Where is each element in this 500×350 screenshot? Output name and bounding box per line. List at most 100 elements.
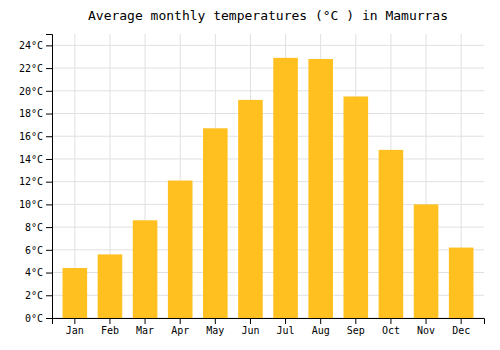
tick-label: 10°C — [19, 199, 43, 210]
tick-mark — [355, 318, 356, 324]
tick-label: 12°C — [19, 176, 43, 187]
tick-mark — [46, 91, 52, 92]
tick-mark — [250, 318, 251, 324]
bar — [414, 204, 439, 318]
bar — [308, 59, 333, 318]
tick: 0°C — [25, 313, 52, 324]
tick: 14°C — [19, 154, 52, 165]
tick-label: Mar — [136, 325, 154, 336]
tick-mark — [46, 68, 52, 69]
grid-line — [52, 45, 484, 46]
bar — [63, 268, 88, 318]
tick-label: Dec — [452, 325, 470, 336]
bar — [273, 58, 298, 318]
tick-mark — [180, 318, 181, 324]
tick-label: 0°C — [25, 313, 43, 324]
y-axis: 0°C 2°C 4°C 6°C 8°C 10°C 12°C 14°C 16°C 18°C 20°C 2… — [19, 35, 53, 324]
tick: 8°C — [25, 222, 52, 233]
tick-label: Feb — [101, 325, 119, 336]
tick-label: Oct — [382, 325, 400, 336]
tick: 4°C — [25, 267, 52, 278]
tick-label: Nov — [417, 325, 435, 336]
tick-mark — [46, 250, 52, 251]
grid-line — [52, 113, 484, 114]
bar — [203, 128, 228, 318]
tick: May — [206, 318, 224, 336]
grid-line — [52, 158, 484, 159]
tick-mark — [46, 136, 52, 137]
tick-label: 16°C — [19, 131, 43, 142]
bar — [238, 100, 263, 318]
tick-label: Aug — [312, 325, 330, 336]
tick-mark — [145, 318, 146, 324]
tick: 6°C — [25, 245, 52, 256]
tick: Nov — [417, 318, 435, 336]
tick: 12°C — [19, 176, 52, 187]
grid-line — [52, 68, 484, 69]
tick-mark — [46, 182, 52, 183]
tick: Jun — [241, 318, 259, 336]
grid-line — [52, 136, 484, 137]
tick-mark — [46, 227, 52, 228]
tick-label: Jul — [277, 325, 295, 336]
tick: 22°C — [19, 63, 52, 74]
tick-mark — [215, 318, 216, 324]
tick-mark — [46, 114, 52, 115]
tick-mark — [46, 45, 52, 46]
tick-label: Sep — [347, 325, 365, 336]
tick-mark — [46, 273, 52, 274]
tick-mark — [46, 159, 52, 160]
tick-mark — [46, 318, 52, 319]
bar — [379, 150, 404, 318]
tick-mark — [390, 318, 391, 324]
chart: Jan Feb Mar Apr May Jun Jul Aug Sep Oct Nov Dec 0°C 2… — [0, 0, 500, 350]
tick-label: 20°C — [19, 86, 43, 97]
tick-mark — [46, 204, 52, 205]
grid — [52, 34, 484, 318]
x-axis: Jan Feb Mar Apr May Jun Jul Aug Sep Oct Nov Dec — [53, 318, 485, 336]
plot: Jan Feb Mar Apr May Jun Jul Aug Sep Oct Nov Dec 0°C 2… — [19, 34, 485, 336]
tick: Jan — [66, 318, 84, 336]
tick-label: 4°C — [25, 267, 43, 278]
tick-mark — [461, 318, 462, 324]
tick-mark — [46, 295, 52, 296]
tick: Feb — [101, 318, 119, 336]
tick-label: Jan — [66, 325, 84, 336]
tick-label: 2°C — [25, 290, 43, 301]
tick: 2°C — [25, 290, 52, 301]
tick-mark — [285, 318, 286, 324]
bars — [63, 58, 474, 318]
tick-label: 14°C — [19, 154, 43, 165]
tick: Apr — [171, 318, 189, 336]
axis-line — [53, 319, 485, 325]
tick-label: Apr — [171, 325, 189, 336]
bar — [98, 254, 123, 318]
tick-label: 6°C — [25, 245, 43, 256]
tick: 24°C — [19, 40, 52, 51]
grid-line — [52, 181, 484, 182]
title: Average monthly temperatures (°C ) in Ma… — [88, 8, 448, 23]
tick-label: May — [206, 325, 224, 336]
tick: Sep — [347, 318, 365, 336]
bar — [449, 248, 474, 318]
axis-line — [46, 35, 53, 319]
tick: 10°C — [19, 199, 52, 210]
bar — [133, 220, 158, 318]
tick-mark — [109, 318, 110, 324]
tick: Dec — [452, 318, 470, 336]
tick-mark — [74, 318, 75, 324]
tick-label: 22°C — [19, 63, 43, 74]
tick: 20°C — [19, 86, 52, 97]
tick-label: 18°C — [19, 108, 43, 119]
tick: Mar — [136, 318, 154, 336]
bar — [168, 181, 193, 318]
tick-label: 8°C — [25, 222, 43, 233]
tick-label: Jun — [241, 325, 259, 336]
tick: 18°C — [19, 108, 52, 119]
tick: Oct — [382, 318, 400, 336]
grid-line — [52, 90, 484, 91]
tick-mark — [426, 318, 427, 324]
tick: Jul — [277, 318, 295, 336]
bar — [344, 96, 369, 318]
tick-label: 24°C — [19, 40, 43, 51]
